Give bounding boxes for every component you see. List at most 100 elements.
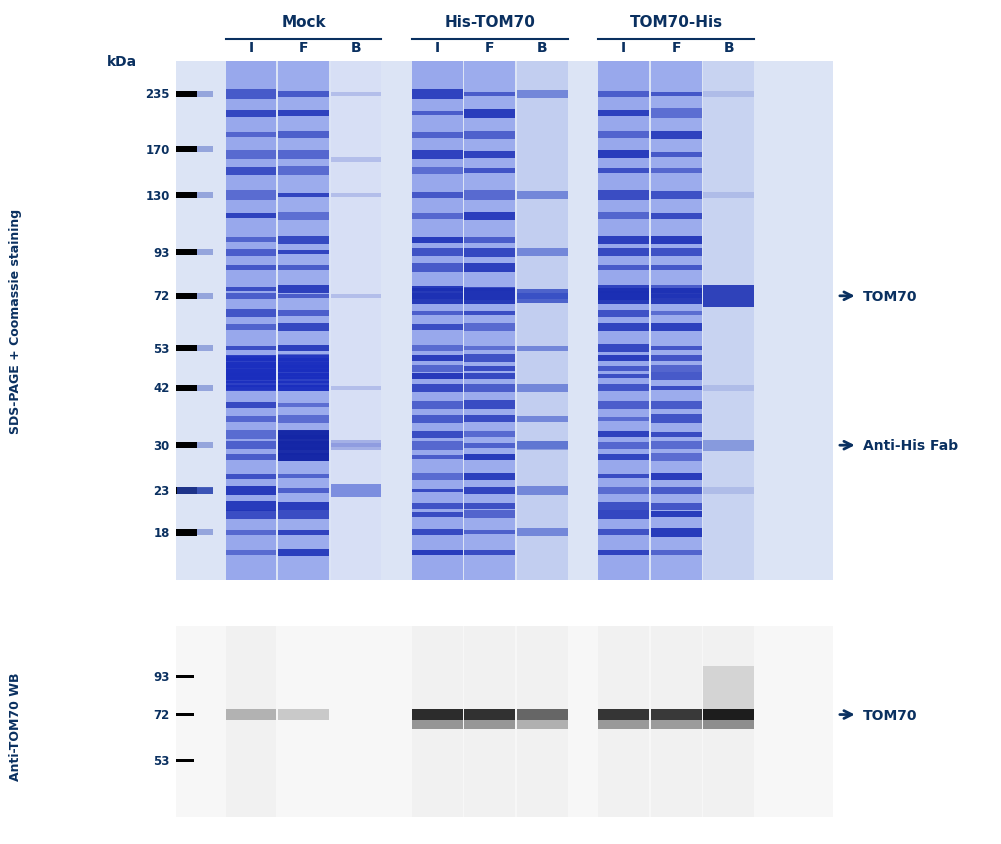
Bar [177, 443, 213, 449]
Bar [330, 158, 381, 163]
Text: His-TOM70: His-TOM70 [444, 15, 536, 30]
Text: 235: 235 [145, 89, 170, 101]
Bar [278, 453, 329, 462]
Bar [599, 292, 649, 301]
Bar [517, 487, 568, 495]
Bar [225, 550, 276, 555]
Bar [278, 286, 329, 293]
Text: Anti-His Fab: Anti-His Fab [863, 439, 958, 452]
Bar [225, 377, 276, 384]
Bar [599, 385, 649, 392]
Bar [599, 550, 649, 555]
Bar [225, 356, 276, 361]
Bar [278, 365, 329, 373]
Text: TOM70: TOM70 [863, 289, 918, 304]
Bar [517, 441, 568, 450]
Bar [464, 132, 516, 139]
Bar [411, 709, 462, 721]
Bar [517, 62, 568, 580]
Bar [225, 191, 276, 201]
Text: 130: 130 [145, 189, 170, 203]
Bar [651, 289, 702, 305]
Bar [411, 289, 462, 305]
Bar [176, 345, 197, 352]
Bar [704, 285, 754, 307]
Bar [599, 151, 649, 160]
Text: B: B [350, 41, 361, 55]
Bar [177, 386, 213, 392]
Bar [464, 93, 516, 97]
Bar [330, 295, 381, 299]
Bar [464, 312, 516, 316]
Bar [176, 192, 197, 199]
Bar [651, 454, 702, 461]
Bar [464, 264, 516, 273]
Bar [464, 531, 516, 535]
Bar [411, 530, 462, 536]
Bar [176, 62, 833, 580]
Text: Mock: Mock [281, 15, 325, 30]
Bar [177, 92, 213, 98]
Bar [225, 133, 276, 138]
Bar [225, 430, 276, 439]
Bar [278, 530, 329, 535]
Bar [278, 549, 329, 556]
Bar [651, 550, 702, 555]
Bar [517, 709, 568, 721]
Bar [411, 626, 462, 817]
Bar [651, 109, 702, 119]
Bar [225, 372, 276, 381]
Bar [651, 236, 702, 245]
Bar [651, 266, 702, 271]
Bar [176, 713, 194, 717]
Text: 72: 72 [153, 708, 170, 721]
Bar [278, 193, 329, 198]
Bar [278, 443, 329, 448]
Bar [704, 721, 754, 729]
Bar [225, 454, 276, 461]
Bar [704, 62, 754, 580]
Bar [599, 249, 649, 257]
Bar [278, 166, 329, 176]
Bar [464, 503, 516, 510]
Bar [278, 447, 329, 456]
Bar [278, 489, 329, 493]
Bar [411, 550, 462, 555]
Bar [651, 62, 702, 580]
Bar [599, 214, 649, 220]
Bar [599, 442, 649, 449]
Text: 72: 72 [153, 290, 170, 303]
Bar [411, 151, 462, 160]
Bar [411, 193, 462, 198]
Bar [651, 387, 702, 390]
Bar [225, 530, 276, 535]
Bar [599, 503, 649, 511]
Bar [599, 721, 649, 729]
Bar [225, 324, 276, 331]
Bar [464, 346, 516, 351]
Bar [704, 385, 754, 392]
Bar [599, 626, 649, 817]
Bar [517, 294, 568, 300]
Bar [278, 345, 329, 352]
Bar [278, 381, 329, 387]
Bar [278, 441, 329, 450]
Bar [517, 384, 568, 392]
Bar [599, 289, 649, 305]
Bar [599, 455, 649, 460]
Text: 93: 93 [153, 246, 170, 259]
Bar [651, 214, 702, 219]
Bar [225, 167, 276, 176]
Bar [411, 324, 462, 331]
Bar [411, 504, 462, 509]
Text: 170: 170 [145, 143, 170, 156]
Bar [225, 387, 276, 391]
Bar [464, 192, 516, 200]
Bar [599, 111, 649, 116]
Bar [464, 626, 516, 817]
Bar [651, 249, 702, 257]
Bar [225, 416, 276, 423]
Bar [517, 528, 568, 537]
Bar [225, 381, 276, 387]
Bar [278, 92, 329, 98]
